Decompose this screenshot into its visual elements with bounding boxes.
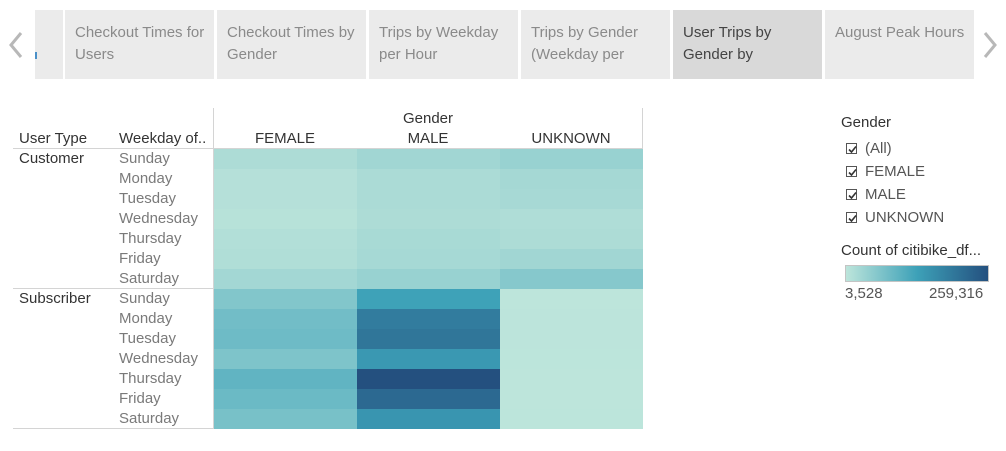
heatmap-cell-customer-tuesday-unknown[interactable] xyxy=(500,189,643,209)
heatmap-cell-subscriber-thursday-female[interactable] xyxy=(214,369,357,389)
heatmap-cell-customer-tuesday-female[interactable] xyxy=(214,189,357,209)
checkbox[interactable] xyxy=(846,142,857,154)
checkmark-icon xyxy=(848,145,857,153)
checkbox[interactable] xyxy=(846,188,857,200)
heatmap-cell-customer-friday-female[interactable] xyxy=(214,249,357,269)
heatmap-cell-subscriber-wednesday-male[interactable] xyxy=(357,349,500,369)
heatmap-cell-subscriber-monday-male[interactable] xyxy=(357,309,500,329)
checkmark-icon xyxy=(848,214,857,222)
heatmap-cell-customer-thursday-unknown[interactable] xyxy=(500,229,643,249)
weekday-label-sunday[interactable]: Sunday xyxy=(119,290,170,307)
heatmap-cell-customer-thursday-male[interactable] xyxy=(357,229,500,249)
heatmap-cell-subscriber-wednesday-unknown[interactable] xyxy=(500,349,643,369)
heatmap-cell-customer-sunday-female[interactable] xyxy=(214,149,357,169)
column-group-title: Gender xyxy=(402,110,454,127)
row-header-user-type[interactable]: User Type xyxy=(19,130,88,147)
color-min-label: 3,528 xyxy=(845,285,883,302)
heatmap-cell-subscriber-thursday-unknown[interactable] xyxy=(500,369,643,389)
heatmap-cell-customer-monday-female[interactable] xyxy=(214,169,357,189)
tab-user-trips-by-gender-by[interactable]: User Trips by Gender by xyxy=(673,10,822,79)
weekday-label-sunday[interactable]: Sunday xyxy=(119,150,170,167)
tab-trips-by-gender-weekday-per[interactable]: Trips by Gender (Weekday per xyxy=(521,10,670,79)
heatmap-cell-customer-monday-male[interactable] xyxy=(357,169,500,189)
weekday-label-thursday[interactable]: Thursday xyxy=(119,370,182,387)
heatmap-cell-customer-thursday-female[interactable] xyxy=(214,229,357,249)
filter-option-female[interactable]: FEMALE xyxy=(846,161,925,181)
filter-option-male[interactable]: MALE xyxy=(846,184,906,204)
weekday-label-tuesday[interactable]: Tuesday xyxy=(119,330,176,347)
weekday-label-thursday[interactable]: Thursday xyxy=(119,230,182,247)
heatmap-cell-customer-monday-unknown[interactable] xyxy=(500,169,643,189)
heatmap-cell-subscriber-sunday-female[interactable] xyxy=(214,289,357,309)
weekday-label-tuesday[interactable]: Tuesday xyxy=(119,190,176,207)
heatmap-cell-customer-saturday-female[interactable] xyxy=(214,269,357,289)
row-label-customer[interactable]: Customer xyxy=(19,150,85,167)
weekday-label-saturday[interactable]: Saturday xyxy=(119,270,180,287)
weekday-label-monday[interactable]: Monday xyxy=(119,170,173,187)
checkbox[interactable] xyxy=(846,165,857,177)
color-legend-title: Count of citibike_df... xyxy=(841,242,982,259)
heatmap-cell-customer-wednesday-female[interactable] xyxy=(214,209,357,229)
color-ramp xyxy=(845,265,989,282)
weekday-label-wednesday[interactable]: Wednesday xyxy=(119,210,198,227)
heatmap-cell-customer-tuesday-male[interactable] xyxy=(357,189,500,209)
chevron-right-icon[interactable] xyxy=(978,28,1002,62)
filter-option-label: MALE xyxy=(865,185,906,203)
filter-title: Gender xyxy=(841,114,892,131)
chevron-left-icon[interactable] xyxy=(4,28,28,62)
heatmap-cell-customer-sunday-male[interactable] xyxy=(357,149,500,169)
heatmap-cell-customer-wednesday-unknown[interactable] xyxy=(500,209,643,229)
grid-line xyxy=(213,108,214,429)
tab-checkout-times-by-gender[interactable]: Checkout Times by Gender xyxy=(217,10,366,79)
heatmap-cell-subscriber-tuesday-male[interactable] xyxy=(357,329,500,349)
weekday-label-monday[interactable]: Monday xyxy=(119,310,173,327)
checkmark-icon xyxy=(848,191,857,199)
weekday-label-saturday[interactable]: Saturday xyxy=(119,410,180,427)
filter-option-label: (All) xyxy=(865,139,892,157)
heatmap-cell-subscriber-sunday-male[interactable] xyxy=(357,289,500,309)
heatmap-cell-subscriber-tuesday-unknown[interactable] xyxy=(500,329,643,349)
heatmap-cell-customer-friday-unknown[interactable] xyxy=(500,249,643,269)
heatmap-cell-subscriber-sunday-unknown[interactable] xyxy=(500,289,643,309)
heatmap-cell-customer-saturday-male[interactable] xyxy=(357,269,500,289)
heatmap-cell-subscriber-wednesday-female[interactable] xyxy=(214,349,357,369)
row-header-weekday[interactable]: Weekday of.. xyxy=(119,130,207,147)
heatmap-cell-subscriber-friday-female[interactable] xyxy=(214,389,357,409)
grid-line xyxy=(13,428,643,429)
grid-line xyxy=(13,288,643,289)
filter-option-label: FEMALE xyxy=(865,162,926,180)
grid-line xyxy=(13,148,643,149)
heatmap-cell-customer-saturday-unknown[interactable] xyxy=(500,269,643,289)
heatmap-cell-subscriber-thursday-male[interactable] xyxy=(357,369,500,389)
heatmap-cell-subscriber-saturday-male[interactable] xyxy=(357,409,500,429)
weekday-label-friday[interactable]: Friday xyxy=(119,390,161,407)
color-max-label: 259,316 xyxy=(929,285,984,302)
heatmap-cell-subscriber-friday-unknown[interactable] xyxy=(500,389,643,409)
column-header-unknown[interactable]: UNKNOWN xyxy=(531,130,611,147)
heatmap-cell-subscriber-monday-female[interactable] xyxy=(214,309,357,329)
tab-checkout-times-for-users[interactable]: Checkout Times for Users xyxy=(65,10,214,79)
weekday-label-wednesday[interactable]: Wednesday xyxy=(119,350,198,367)
heatmap-cell-subscriber-friday-male[interactable] xyxy=(357,389,500,409)
heatmap-cell-subscriber-saturday-female[interactable] xyxy=(214,409,357,429)
heatmap-cell-subscriber-saturday-unknown[interactable] xyxy=(500,409,643,429)
checkmark-icon xyxy=(848,168,857,176)
row-label-subscriber[interactable]: Subscriber xyxy=(19,290,91,307)
heatmap-cell-customer-friday-male[interactable] xyxy=(357,249,500,269)
weekday-label-friday[interactable]: Friday xyxy=(119,250,161,267)
filter-option-all[interactable]: (All) xyxy=(846,138,892,158)
heatmap-cell-subscriber-monday-unknown[interactable] xyxy=(500,309,643,329)
heatmap-cell-customer-wednesday-male[interactable] xyxy=(357,209,500,229)
checkbox[interactable] xyxy=(846,211,857,223)
column-header-female[interactable]: FEMALE xyxy=(254,130,315,147)
column-header-male[interactable]: MALE xyxy=(407,130,449,147)
heatmap-cell-subscriber-tuesday-female[interactable] xyxy=(214,329,357,349)
tab-august-peak-hours[interactable]: August Peak Hours xyxy=(825,10,974,79)
filter-option-label: UNKNOWN xyxy=(865,208,945,226)
heatmap-cell-customer-sunday-unknown[interactable] xyxy=(500,149,643,169)
tab-trips-by-weekday-per-hour[interactable]: Trips by Weekday per Hour xyxy=(369,10,518,79)
grid-line xyxy=(642,108,643,429)
filter-option-unknown[interactable]: UNKNOWN xyxy=(846,207,944,227)
tab-previous-partial[interactable] xyxy=(35,10,63,79)
